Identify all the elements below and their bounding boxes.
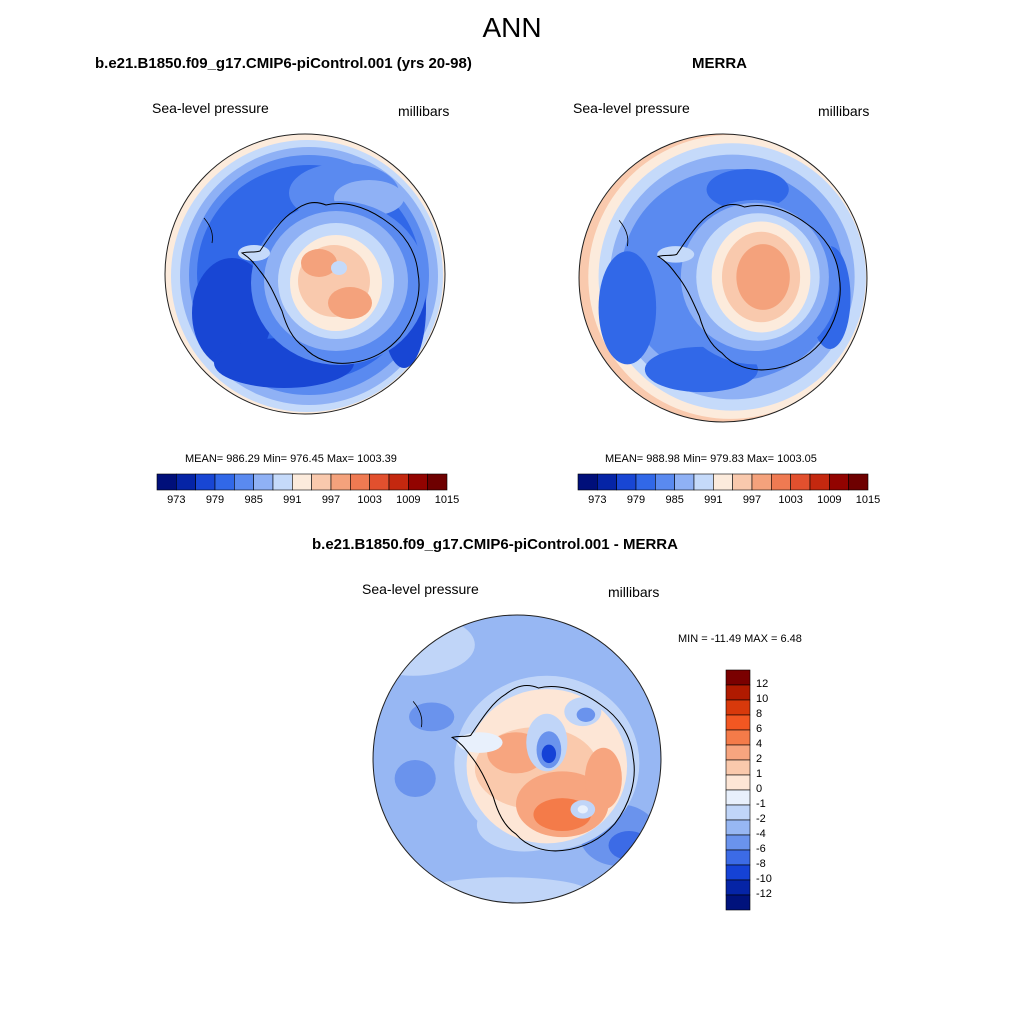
obs-colorbar-swatch [713,473,733,491]
obs-colorbar-tick-label: 1015 [855,494,881,506]
obs-colorbar-tick-label: 997 [742,494,762,506]
obs-colorbar-swatch [809,473,830,491]
obs-stats: MEAN= 988.98 Min= 979.83 Max= 1003.05 [605,453,817,465]
obs-colorbar-tick-label: 973 [588,494,607,506]
diff-colorbar-swatch [725,759,751,776]
diff-polar-map [372,614,662,904]
diff-units-label: millibars [608,584,660,600]
diff-colorbar-swatch [725,864,751,881]
diff-variable-label: Sea-level pressure [362,581,479,597]
obs-colorbar-labels: 973 979 985 991 997 1003 1009 1015 [578,494,880,508]
obs-colorbar-swatch [693,473,714,491]
model-colorbar-swatch [292,473,312,491]
diff-colorbar-tick-label: -8 [756,858,766,870]
figure-title: ANN [482,12,542,43]
obs-colorbar-tick-label: 1003 [778,494,803,506]
diff-colorbar-tick-label: -2 [756,813,766,825]
obs-colorbar-swatch [790,473,811,491]
obs-colorbar-swatch [771,473,791,491]
model-polar-map [164,133,446,415]
obs-colorbar-swatch [616,473,637,491]
diff-colorbar-tick-label: -6 [756,843,766,855]
diff-colorbar-swatch [725,894,751,911]
model-colorbar-swatch [350,473,370,491]
obs-colorbar-swatch [751,473,772,491]
obs-polar-map [578,133,868,423]
diff-stats: MIN = -11.49 MAX = 6.48 [678,633,802,645]
obs-colorbar-tick-label: 1009 [817,494,842,506]
model-colorbar-tick-label: 985 [244,494,263,506]
obs-colorbar-swatch [732,473,753,491]
diff-colorbar-swatch [725,804,751,821]
diff-colorbar-labels: 12 10 8 6 4 2 1 0 -1 -2 -4 -6 -8 -10 -12 [756,670,796,910]
obs-colorbar-swatch [674,473,695,491]
model-colorbar-tick-label: 991 [283,494,302,506]
diff-colorbar-tick-label: 1 [756,768,763,780]
diff-colorbar-swatch [725,714,751,731]
obs-colorbar-swatch [597,473,617,491]
diff-colorbar-swatch [725,684,751,701]
diff-colorbar-swatch [725,744,751,761]
model-colorbar-tick-label: 979 [205,494,225,506]
model-units-label: millibars [398,103,450,119]
diff-colorbar-swatch [725,669,751,686]
obs-colorbar-swatch [829,473,849,491]
model-colorbar-tick-label: 1003 [357,494,382,506]
diff-colorbar-swatch [725,879,751,896]
diff-colorbar-swatch [725,849,751,866]
diff-colorbar-tick-label: 4 [756,738,763,750]
diff-colorbar-tick-label: -1 [756,798,766,810]
diff-colorbar-swatch [725,834,751,851]
model-colorbar-swatch [214,473,235,491]
model-colorbar-swatch [176,473,196,491]
model-colorbar-swatch [427,473,448,491]
diff-colorbar-tick-label: -4 [756,828,766,840]
model-panel-title: b.e21.B1850.f09_g17.CMIP6-piControl.001 … [95,55,472,72]
obs-panel-title: MERRA [692,55,747,72]
model-colorbar-swatch [369,473,390,491]
obs-variable-label: Sea-level pressure [573,100,690,116]
diff-colorbar-swatch [725,729,751,746]
diff-colorbar-swatch [725,774,751,791]
diff-colorbar-tick-label: 10 [756,693,769,705]
diff-colorbar-tick-label: 12 [756,678,769,690]
model-colorbar-tick-label: 1009 [396,494,421,506]
model-colorbar-labels: 973 979 985 991 997 1003 1009 1015 [157,494,459,508]
model-colorbar-swatch [388,473,409,491]
model-colorbar-tick-label: 997 [321,494,341,506]
obs-colorbar-swatch [848,473,869,491]
diff-colorbar-tick-label: 2 [756,753,763,765]
model-colorbar-tick-label: 1015 [434,494,460,506]
model-variable-label: Sea-level pressure [152,100,269,116]
diff-colorbar-tick-label: 6 [756,723,763,735]
diff-colorbar-swatch [725,819,751,836]
diff-colorbar-tick-label: 0 [756,783,763,795]
diff-colorbar-tick-label: -10 [756,873,772,885]
obs-colorbar-swatch [655,473,675,491]
model-colorbar-swatch [195,473,216,491]
obs-colorbar-swatch [577,473,598,491]
model-colorbar-swatch [408,473,428,491]
diff-panel-title: b.e21.B1850.f09_g17.CMIP6-piControl.001 … [312,536,678,553]
obs-colorbar-tick-label: 985 [665,494,684,506]
model-colorbar-tick-label: 973 [167,494,186,506]
model-colorbar-swatch [253,473,274,491]
obs-colorbar [577,473,869,491]
obs-colorbar-tick-label: 979 [626,494,646,506]
diff-colorbar-tick-label: 8 [756,708,763,720]
model-colorbar-swatch [311,473,332,491]
diff-colorbar [725,669,751,911]
diff-colorbar-swatch [725,699,751,716]
model-colorbar-swatch [330,473,351,491]
model-colorbar-swatch [156,473,177,491]
diff-colorbar-tick-label: -12 [756,888,772,900]
obs-colorbar-tick-label: 991 [704,494,723,506]
obs-colorbar-swatch [635,473,656,491]
model-colorbar-swatch [272,473,293,491]
model-stats: MEAN= 986.29 Min= 976.45 Max= 1003.39 [185,453,397,465]
diff-colorbar-swatch [725,789,751,806]
model-colorbar [156,473,448,491]
model-colorbar-swatch [234,473,254,491]
obs-units-label: millibars [818,103,870,119]
